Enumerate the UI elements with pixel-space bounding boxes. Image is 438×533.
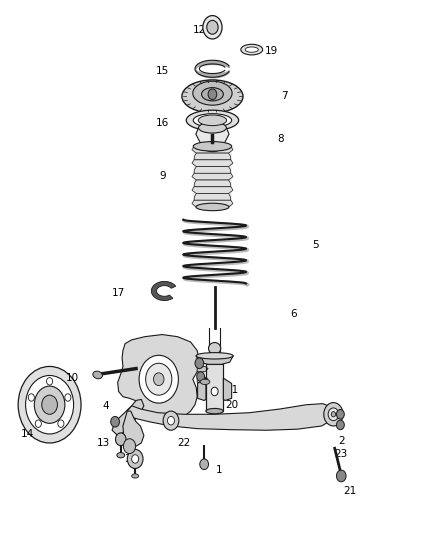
Ellipse shape	[196, 353, 233, 359]
Polygon shape	[192, 200, 233, 207]
Circle shape	[34, 386, 65, 423]
Text: 20: 20	[226, 400, 239, 410]
Circle shape	[132, 455, 139, 463]
Circle shape	[116, 433, 126, 446]
Circle shape	[163, 411, 179, 430]
Text: 4: 4	[102, 401, 109, 411]
Bar	[206, 365, 223, 411]
Circle shape	[46, 377, 53, 385]
Circle shape	[324, 402, 343, 426]
Ellipse shape	[196, 203, 229, 211]
Polygon shape	[194, 180, 231, 187]
Ellipse shape	[132, 474, 139, 478]
Text: 19: 19	[265, 46, 278, 56]
Circle shape	[35, 420, 41, 427]
Text: 7: 7	[281, 91, 288, 101]
Polygon shape	[112, 399, 144, 435]
Text: 23: 23	[335, 449, 348, 458]
Ellipse shape	[201, 87, 223, 101]
Text: 9: 9	[159, 171, 166, 181]
Circle shape	[25, 375, 74, 434]
Text: 6: 6	[290, 309, 297, 319]
Text: 5: 5	[312, 240, 318, 250]
Circle shape	[211, 387, 218, 395]
Polygon shape	[197, 377, 208, 382]
Circle shape	[336, 409, 344, 419]
Text: 21: 21	[343, 486, 357, 496]
Circle shape	[28, 394, 34, 401]
Circle shape	[200, 459, 208, 470]
Ellipse shape	[182, 80, 243, 113]
Circle shape	[331, 411, 336, 417]
Polygon shape	[192, 173, 233, 180]
Circle shape	[328, 408, 339, 421]
Text: 16: 16	[155, 118, 169, 128]
Circle shape	[42, 395, 57, 414]
Ellipse shape	[193, 142, 232, 151]
Circle shape	[65, 394, 71, 401]
Circle shape	[127, 449, 143, 469]
Ellipse shape	[193, 114, 232, 127]
Ellipse shape	[198, 123, 226, 133]
Text: 22: 22	[177, 438, 191, 448]
Text: 11: 11	[226, 385, 239, 395]
Ellipse shape	[241, 44, 263, 55]
Polygon shape	[123, 411, 144, 446]
Circle shape	[18, 367, 81, 443]
Text: 2: 2	[338, 436, 345, 446]
Circle shape	[197, 372, 205, 381]
Polygon shape	[192, 160, 233, 166]
Ellipse shape	[205, 144, 220, 152]
Polygon shape	[197, 367, 208, 372]
Text: 1: 1	[215, 465, 223, 474]
Ellipse shape	[206, 408, 223, 414]
Ellipse shape	[193, 81, 232, 105]
Ellipse shape	[245, 47, 258, 52]
Circle shape	[153, 373, 164, 385]
Circle shape	[207, 20, 218, 34]
Polygon shape	[194, 193, 231, 200]
Text: 14: 14	[21, 429, 35, 439]
Polygon shape	[194, 153, 231, 160]
Text: 8: 8	[277, 134, 283, 144]
Polygon shape	[196, 128, 229, 148]
Text: 10: 10	[66, 373, 79, 383]
Circle shape	[58, 420, 64, 427]
Circle shape	[139, 356, 178, 403]
Ellipse shape	[200, 379, 210, 384]
Text: 17: 17	[112, 288, 125, 298]
Circle shape	[146, 364, 172, 395]
Ellipse shape	[198, 115, 226, 126]
Text: 15: 15	[155, 66, 169, 76]
Circle shape	[336, 470, 346, 482]
Circle shape	[336, 420, 344, 430]
Ellipse shape	[117, 453, 125, 458]
Polygon shape	[198, 378, 206, 400]
Text: 13: 13	[97, 438, 110, 448]
Polygon shape	[197, 356, 208, 361]
Circle shape	[111, 416, 120, 427]
Polygon shape	[196, 356, 233, 365]
Polygon shape	[152, 281, 176, 301]
Text: 3: 3	[124, 454, 131, 464]
Polygon shape	[118, 335, 199, 421]
Circle shape	[167, 416, 174, 425]
Polygon shape	[193, 147, 232, 207]
Polygon shape	[127, 403, 336, 430]
Ellipse shape	[93, 371, 102, 379]
Circle shape	[208, 89, 217, 100]
Polygon shape	[192, 147, 233, 153]
Ellipse shape	[186, 110, 239, 131]
Circle shape	[203, 15, 222, 39]
Circle shape	[195, 358, 204, 368]
Text: 12: 12	[193, 26, 206, 36]
Polygon shape	[223, 378, 232, 400]
Ellipse shape	[208, 343, 221, 354]
Polygon shape	[192, 187, 233, 193]
Circle shape	[124, 439, 136, 454]
Polygon shape	[194, 166, 231, 173]
